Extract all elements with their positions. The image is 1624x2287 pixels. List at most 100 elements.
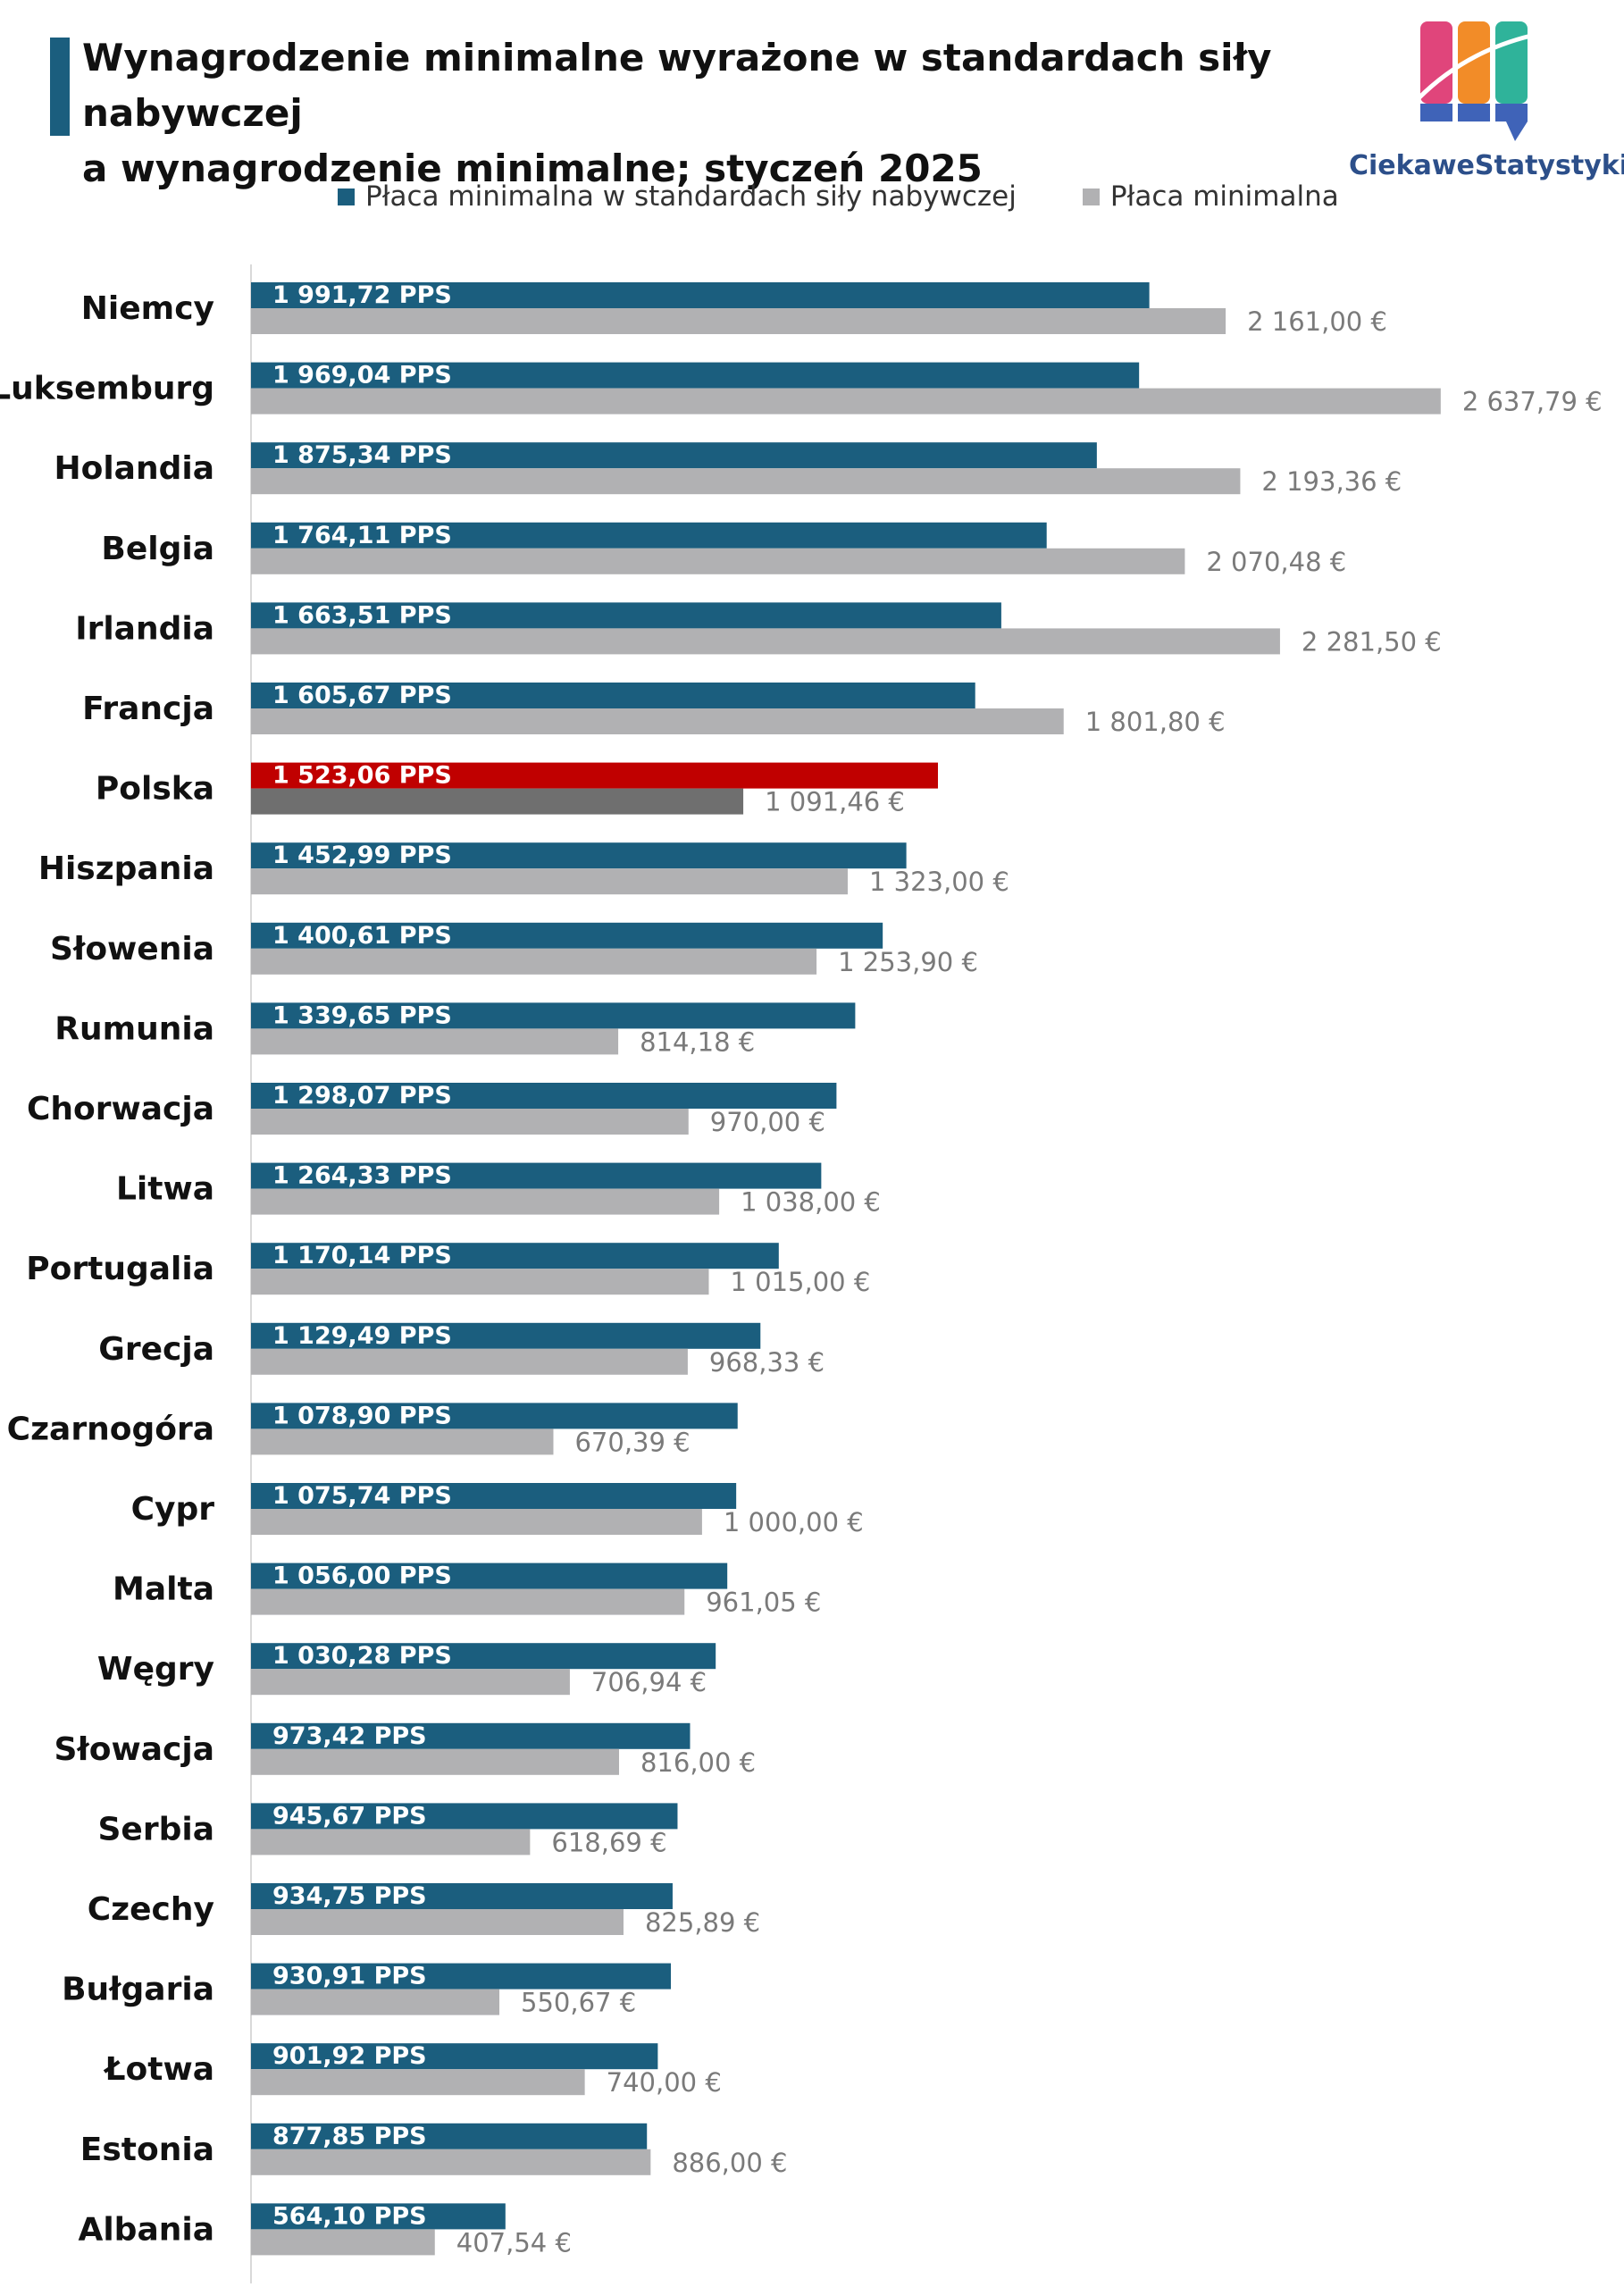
bar-eur — [251, 1909, 624, 1935]
bar-eur — [251, 948, 817, 975]
legend-label-pps: Płaca minimalna w standardach siły nabyw… — [365, 180, 1017, 213]
category-label: Francja — [82, 691, 214, 727]
bar-pps — [251, 922, 883, 949]
bar-eur — [251, 308, 1226, 334]
bar-pps — [251, 442, 1097, 469]
category-label: Belgia — [101, 531, 214, 567]
bar-eur — [251, 1748, 619, 1775]
data-label-pps: 1 663,51 PPS — [272, 601, 452, 629]
bar-pps — [251, 2123, 648, 2149]
data-label-eur: 1 253,90 € — [838, 947, 978, 977]
data-label-eur: 1 015,00 € — [730, 1267, 870, 1297]
category-label: Malta — [113, 1571, 214, 1608]
data-label-pps: 1 078,90 PPS — [272, 1402, 452, 1429]
bar-eur — [251, 788, 744, 815]
bar-eur — [251, 628, 1280, 655]
bar-pps — [251, 2043, 658, 2070]
data-label-pps: 1 875,34 PPS — [272, 441, 452, 469]
data-label-eur: 1 801,80 € — [1085, 707, 1226, 737]
legend: Płaca minimalna w standardach siły nabyw… — [338, 175, 1339, 218]
bar-pps — [251, 1002, 856, 1029]
data-label-eur: 970,00 € — [710, 1107, 825, 1137]
bar-eur — [251, 708, 1064, 734]
data-label-pps: 564,10 PPS — [272, 2202, 427, 2230]
legend-label-eur: Płaca minimalna — [1109, 180, 1339, 213]
legend-item-pps: Płaca minimalna w standardach siły nabyw… — [338, 180, 1017, 213]
data-label-eur: 1 000,00 € — [724, 1507, 864, 1537]
bar-pps — [251, 842, 907, 869]
bar-eur — [251, 1989, 500, 2015]
bar-eur — [251, 1109, 689, 1135]
bar-eur — [251, 1269, 709, 1295]
bar-pps — [251, 683, 975, 708]
bar-pps — [251, 1643, 716, 1670]
category-label: Łotwa — [103, 2051, 214, 2088]
data-label-eur: 670,39 € — [574, 1427, 690, 1457]
bar-eur — [251, 1588, 685, 1615]
category-label: Słowenia — [50, 931, 214, 968]
category-label: Bułgaria — [62, 1972, 214, 2008]
data-label-pps: 1 605,67 PPS — [272, 682, 452, 709]
bar-pps — [251, 762, 938, 789]
data-label-eur: 2 161,00 € — [1247, 306, 1387, 337]
data-label-eur: 814,18 € — [640, 1026, 755, 1057]
bar-eur — [251, 2149, 651, 2175]
data-label-eur: 740,00 € — [607, 2067, 722, 2098]
data-label-pps: 901,92 PPS — [272, 2042, 427, 2070]
data-label-pps: 945,67 PPS — [272, 1802, 427, 1830]
bar-pps — [251, 602, 1001, 629]
bar-pps — [251, 1803, 678, 1830]
data-label-eur: 886,00 € — [672, 2148, 787, 2178]
category-label: Węgry — [97, 1651, 214, 1688]
legend-swatch-eur — [1082, 188, 1100, 205]
data-label-pps: 1 129,49 PPS — [272, 1322, 452, 1350]
category-label: Litwa — [116, 1171, 214, 1208]
data-label-eur: 2 193,36 € — [1261, 466, 1402, 497]
data-label-eur: 1 038,00 € — [741, 1187, 881, 1218]
bar-pps — [251, 1083, 837, 1109]
data-label-pps: 1 969,04 PPS — [272, 362, 452, 390]
data-label-eur: 2 281,50 € — [1302, 626, 1442, 657]
bar-pps — [251, 1403, 738, 1429]
category-label: Serbia — [98, 1811, 215, 1847]
data-label-eur: 407,54 € — [456, 2227, 572, 2258]
data-label-eur: 618,69 € — [551, 1827, 666, 1857]
category-label: Estonia — [80, 2132, 214, 2168]
bar-pps — [251, 1963, 672, 1990]
bar-eur — [251, 2229, 435, 2256]
data-label-eur: 968,33 € — [709, 1347, 825, 1378]
bar-eur — [251, 1829, 531, 1856]
data-label-pps: 1 264,33 PPS — [272, 1162, 452, 1190]
data-label-pps: 1 452,99 PPS — [272, 842, 452, 869]
category-label: Słowacja — [54, 1731, 214, 1768]
bar-pps — [251, 282, 1150, 308]
bar-pps — [251, 1322, 761, 1349]
category-label: Hiszpania — [38, 850, 214, 887]
data-label-pps: 877,85 PPS — [272, 2123, 427, 2150]
bar-pps — [251, 1722, 691, 1749]
bar-eur — [251, 388, 1441, 415]
data-label-eur: 2 070,48 € — [1206, 547, 1346, 577]
bar-pps — [251, 1162, 822, 1189]
category-label: Portugalia — [26, 1251, 214, 1287]
data-label-pps: 1 764,11 PPS — [272, 522, 452, 549]
data-label-pps: 1 030,28 PPS — [272, 1642, 452, 1670]
legend-item-eur: Płaca minimalna — [1082, 180, 1339, 213]
bar-pps — [251, 362, 1140, 389]
logo-text: CiekaweStatystyki.pl — [1349, 150, 1624, 181]
bar-eur — [251, 1669, 570, 1696]
data-label-pps: 1 400,61 PPS — [272, 922, 452, 950]
data-label-pps: 973,42 PPS — [272, 1722, 427, 1750]
bar-pps — [251, 1883, 673, 1909]
data-label-eur: 825,89 € — [645, 1907, 760, 1938]
bar-eur — [251, 1188, 720, 1215]
bar-pps — [251, 1483, 737, 1509]
bar-eur — [251, 548, 1185, 574]
bar-pps — [251, 1243, 779, 1269]
title-accent-bar — [50, 38, 70, 136]
bar-pps — [251, 1562, 728, 1589]
category-label: Polska — [96, 771, 214, 808]
data-label-pps: 1 991,72 PPS — [272, 281, 452, 309]
chart-title-line-1: Wynagrodzenie minimalne wyrażone w stand… — [82, 36, 1272, 135]
